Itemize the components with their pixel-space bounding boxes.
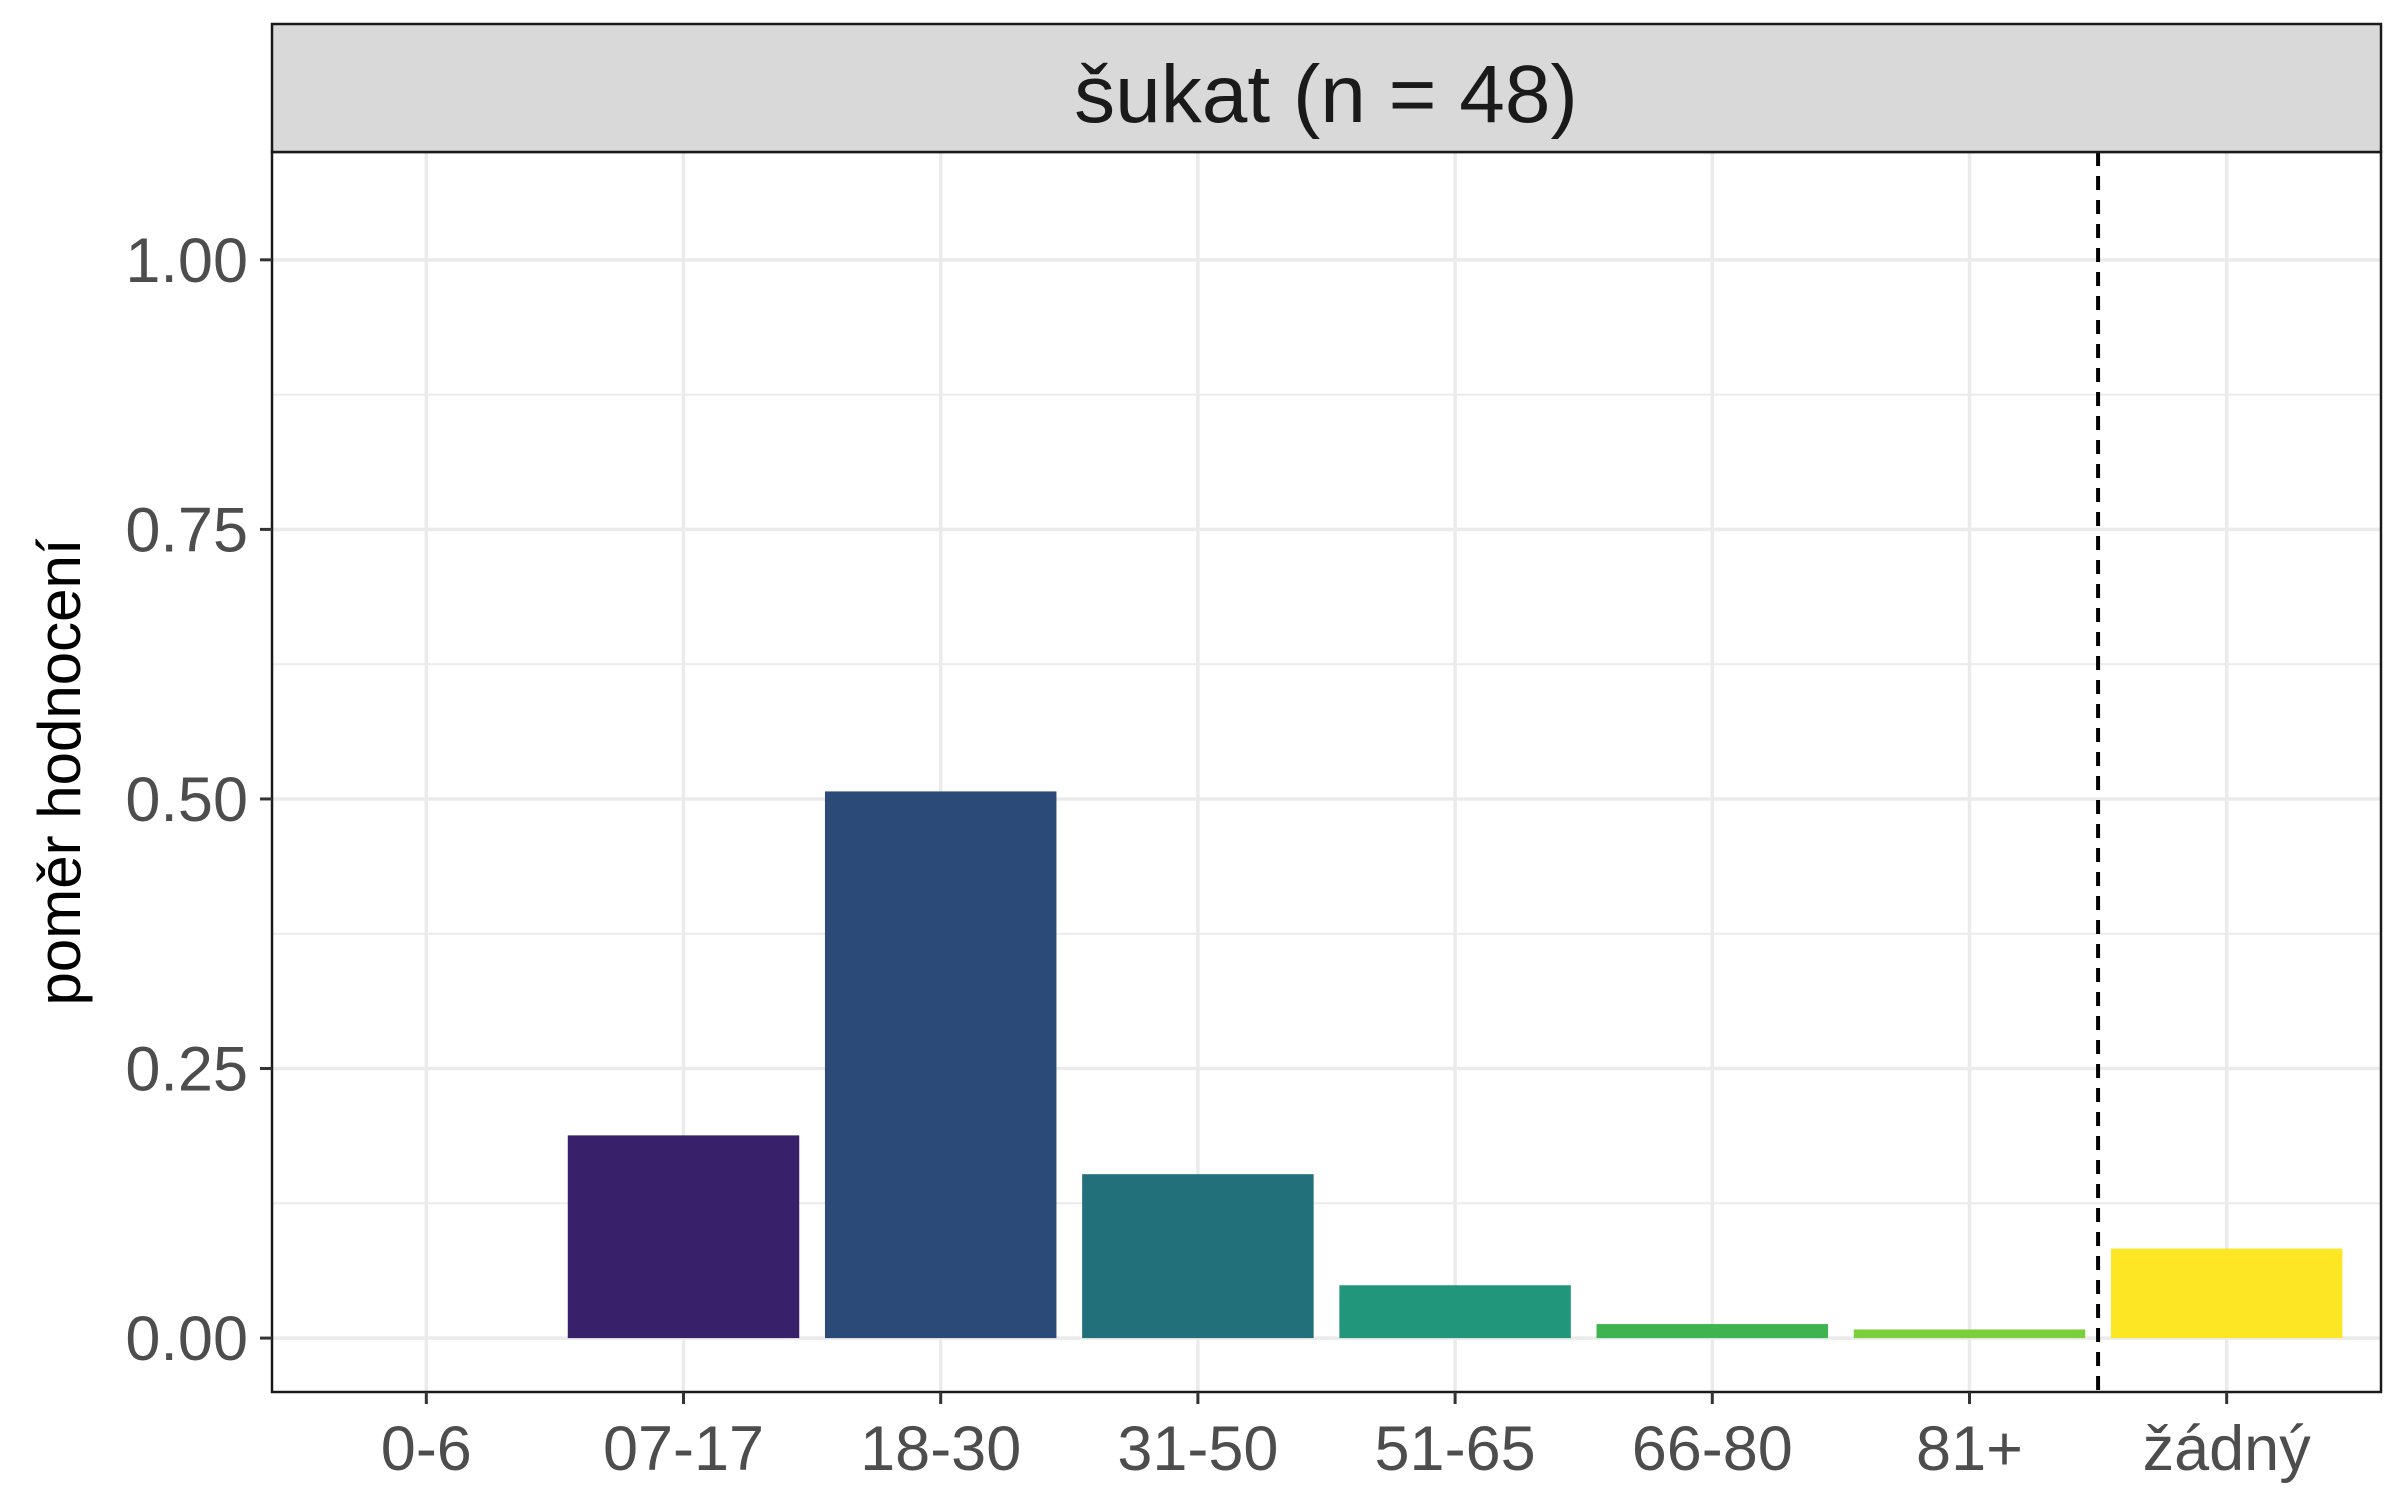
x-tick-label: 31-50 — [1117, 1414, 1278, 1484]
bars — [567, 791, 2343, 1339]
x-tick-label: 18-30 — [860, 1414, 1021, 1484]
y-tick-label: 0.50 — [125, 765, 248, 835]
bar — [1082, 1174, 1314, 1339]
bar — [1596, 1324, 1829, 1339]
x-tick-label: 0-6 — [381, 1414, 472, 1484]
y-tick-label: 0.00 — [125, 1304, 248, 1374]
bar — [2110, 1248, 2343, 1339]
y-tick-label: 0.75 — [125, 495, 248, 565]
x-axis: 0-6 07-17 18-30 31-50 51-65 66-80 81+ žádný — [381, 1392, 2311, 1484]
bar — [1853, 1329, 2086, 1339]
x-tick-label: 81+ — [1916, 1414, 2023, 1484]
x-tick-label: 66-80 — [1632, 1414, 1793, 1484]
y-tick-label: 1.00 — [125, 226, 248, 296]
y-axis-title: poměr hodnocení — [26, 538, 93, 1005]
y-axis: 0.00 0.25 0.50 0.75 1.00 — [125, 226, 272, 1374]
bar — [1339, 1285, 1571, 1339]
x-tick-label: žádný — [2143, 1414, 2312, 1484]
x-tick-label: 51-65 — [1375, 1414, 1536, 1484]
y-tick-label: 0.25 — [125, 1035, 248, 1105]
bar — [824, 791, 1057, 1339]
x-tick-label: 07-17 — [603, 1414, 764, 1484]
strip-background — [270, 22, 2383, 154]
chart-title: šukat (n = 48) — [1074, 49, 1578, 140]
bar — [567, 1135, 800, 1339]
